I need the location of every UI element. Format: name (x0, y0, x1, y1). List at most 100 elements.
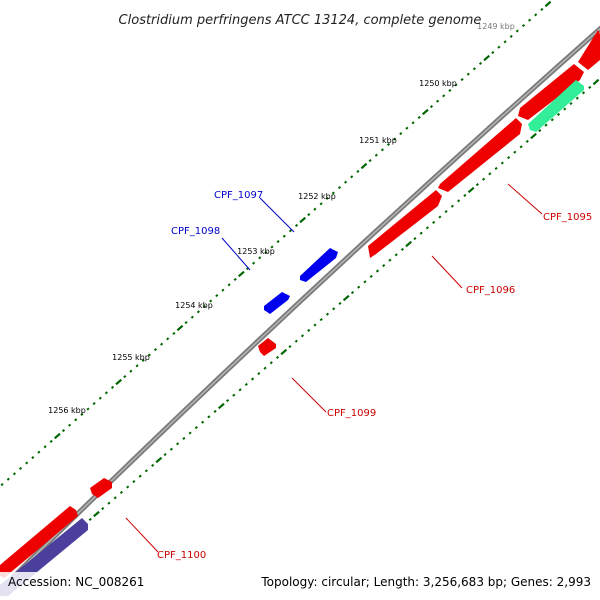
minor-tick (288, 229, 292, 233)
gene-label-cpf-1096[interactable]: CPF_1096 (466, 285, 515, 296)
gene-arrow-cpf-1097[interactable] (300, 248, 338, 282)
minor-tick (425, 226, 429, 230)
minor-tick (166, 337, 170, 341)
minor-tick (482, 177, 486, 181)
minor-tick (88, 517, 92, 521)
major-tick (592, 78, 600, 86)
minor-tick (563, 107, 567, 111)
minor-tick (68, 423, 72, 427)
minor-tick (196, 310, 200, 314)
tick-label: 1254 kbp (175, 301, 213, 310)
genome-info-text: Topology: circular; Length: 3,256,683 bp… (260, 575, 591, 589)
gene-arrow-cpf-1100[interactable] (90, 478, 112, 498)
connector-cpf-1099 (291, 377, 327, 413)
minor-tick (104, 391, 108, 395)
gene-arrow-reverse[interactable] (0, 506, 78, 578)
minor-tick (288, 345, 292, 349)
minor-tick (25, 461, 29, 465)
minor-tick (221, 288, 225, 292)
accession-text: Accession: NC_008261 (8, 575, 144, 589)
minor-tick (478, 61, 483, 65)
minor-tick (550, 118, 554, 122)
minor-tick (147, 353, 151, 357)
minor-tick (129, 369, 133, 373)
footer-backdrop (0, 572, 600, 600)
minor-tick (300, 334, 305, 338)
connector-cpf-1097 (259, 197, 295, 233)
minor-tick (575, 96, 579, 100)
minor-tick (368, 159, 372, 163)
major-tick (342, 294, 350, 302)
minor-tick (460, 78, 464, 82)
minor-tick (393, 137, 397, 141)
gene-label-cpf-1097[interactable]: CPF_1097 (214, 190, 263, 201)
minor-tick (513, 150, 517, 154)
tick-label: 1255 kbp (112, 353, 150, 362)
gene-arrow-cpf-1098[interactable] (264, 292, 290, 314)
minor-tick (276, 240, 280, 244)
minor-tick (525, 139, 529, 143)
minor-tick (544, 123, 548, 127)
minor-tick (363, 280, 367, 284)
major-tick (405, 240, 413, 248)
minor-tick (357, 285, 361, 289)
minor-tick (521, 24, 526, 28)
major-tick (467, 186, 475, 194)
minor-tick (400, 247, 404, 251)
minor-tick (153, 348, 158, 352)
minor-tick (135, 364, 139, 368)
minor-tick (500, 161, 504, 165)
gene-arrow-cpf-1099[interactable] (258, 338, 276, 356)
minor-tick (394, 253, 398, 257)
minor-tick (144, 469, 148, 473)
tick-label: 1252 kbp (298, 192, 336, 201)
minor-tick (491, 51, 495, 55)
minor-tick (209, 299, 213, 303)
minor-tick (448, 88, 452, 92)
minor-tick (107, 501, 111, 505)
tick-label: 1256 kbp (48, 406, 86, 415)
minor-tick (101, 507, 105, 511)
minor-tick (258, 256, 262, 260)
minor-tick (138, 474, 142, 478)
gene-label-cpf-1095[interactable]: CPF_1095 (543, 212, 592, 223)
minor-tick (319, 318, 323, 322)
minor-tick (503, 40, 507, 44)
minor-tick (307, 328, 311, 332)
tick-label: 1253 kbp (237, 247, 275, 256)
inner-tick-ring (30, 78, 600, 572)
gene-label-cpf-1099[interactable]: CPF_1099 (327, 408, 376, 419)
minor-tick (172, 331, 176, 335)
minor-tick (356, 169, 360, 173)
gene-arrow-cpf-1095[interactable] (438, 118, 522, 192)
gene-label-cpf-1100[interactable]: CPF_1100 (157, 550, 206, 561)
minor-tick (123, 375, 127, 379)
minor-tick (275, 355, 280, 359)
major-tick (217, 402, 225, 410)
minor-tick (227, 283, 231, 287)
minor-tick (432, 220, 436, 224)
gene-arrow-reverse[interactable] (578, 30, 600, 70)
minor-tick (337, 186, 342, 190)
rna-feature-arrow[interactable] (528, 80, 584, 132)
minor-tick (413, 237, 417, 241)
map-title: Clostridium perfringens ATCC 13124, comp… (119, 13, 482, 28)
minor-tick (43, 445, 47, 449)
minor-tick (269, 361, 273, 365)
minor-tick (294, 339, 298, 343)
minor-tick (319, 202, 323, 206)
gene-arrow-reverse[interactable] (518, 64, 584, 120)
minor-tick (18, 466, 23, 470)
minor-tick (207, 415, 211, 419)
minor-tick (374, 153, 378, 157)
gene-arrow-cpf-1096[interactable] (368, 190, 442, 258)
minor-tick (488, 172, 492, 176)
minor-tick (6, 477, 10, 481)
minor-tick (405, 126, 409, 130)
minor-tick (534, 13, 538, 17)
minor-tick (569, 102, 573, 106)
minor-tick (113, 496, 117, 500)
gene-label-cpf-1098[interactable]: CPF_1098 (171, 226, 220, 237)
minor-tick (344, 180, 348, 184)
